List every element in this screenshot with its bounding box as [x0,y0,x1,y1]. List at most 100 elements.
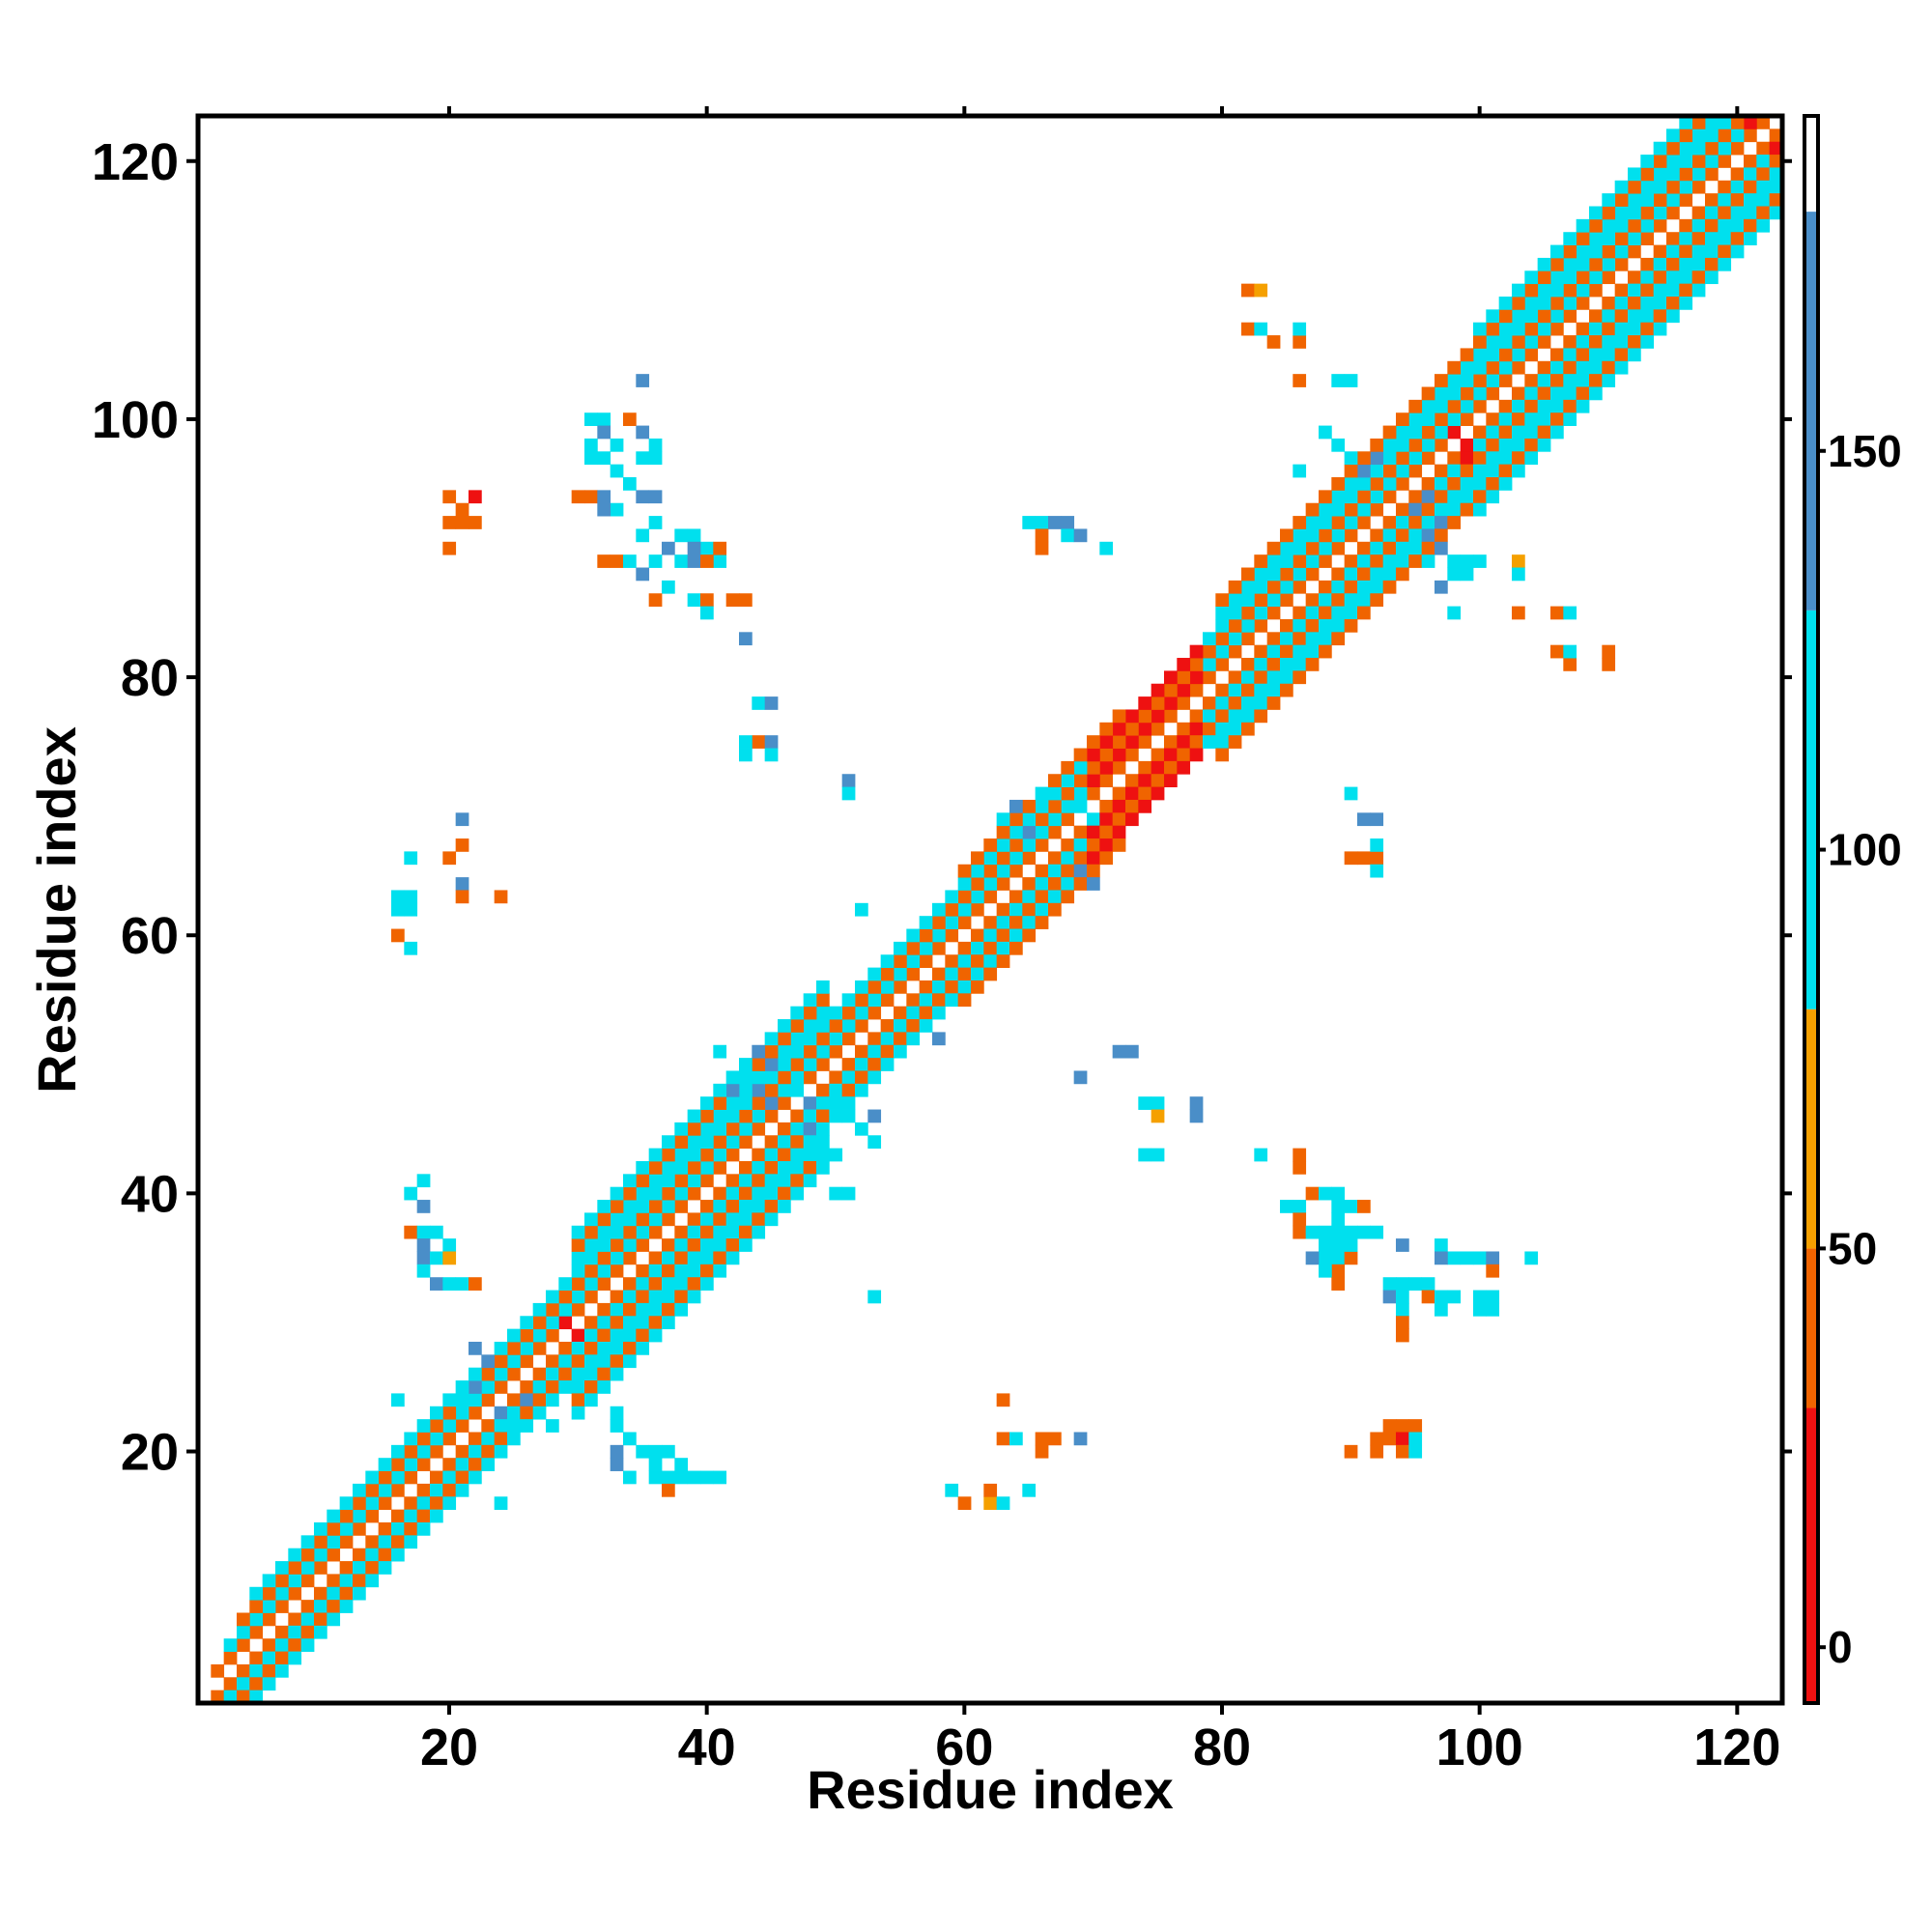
heatmap-cell [725,1096,740,1110]
heatmap-cell [1396,502,1409,517]
heatmap-cell [1035,528,1049,543]
heatmap-cell [1408,412,1423,426]
heatmap-cell [713,1083,727,1097]
heatmap-cell [1293,1160,1307,1175]
heatmap-cell [262,1586,276,1601]
heatmap-cell [1048,851,1062,866]
heatmap-cell [558,1277,573,1291]
heatmap-cell [816,1096,830,1110]
heatmap-cell [1460,502,1474,517]
heatmap-cell [455,1419,469,1433]
heatmap-cell [1576,322,1590,336]
heatmap-cell [816,1032,830,1046]
heatmap-cell [725,1135,740,1150]
heatmap-cell [1447,399,1462,413]
heatmap-cell [610,438,624,452]
heatmap-cell [584,451,598,466]
heatmap-cell [752,1083,766,1097]
heatmap-cell [700,1174,714,1188]
heatmap-cell [1563,348,1577,362]
heatmap-cell [687,1148,701,1162]
heatmap-cell [1628,167,1641,182]
heatmap-cell [237,1638,250,1652]
heatmap-cell [1319,490,1332,504]
heatmap-cell [1215,644,1230,659]
heatmap-cell [237,1677,250,1691]
heatmap-cell [816,1135,830,1150]
heatmap-cell [636,374,650,387]
heatmap-cell [1512,309,1525,324]
heatmap-cell [880,1044,895,1059]
heatmap-cell [648,1212,663,1227]
heatmap-cell [1447,1290,1462,1304]
heatmap-cell [249,1612,264,1627]
heatmap-cell [1319,425,1332,440]
heatmap-cell [1666,297,1680,310]
heatmap-cell [1344,1444,1358,1459]
heatmap-cell [841,1186,856,1201]
heatmap-cell [752,1160,766,1175]
heatmap-cell [597,1238,611,1252]
heatmap-cell [648,1302,663,1317]
heatmap-cell [494,1354,508,1369]
heatmap-cell [1357,1200,1371,1213]
heatmap-cell [1396,1290,1409,1304]
heatmap-cell [739,1186,753,1201]
heatmap-cell [1589,244,1603,259]
heatmap-cell [1705,141,1719,156]
heatmap-cell [957,916,972,929]
heatmap-cell [636,567,650,582]
heatmap-cell [1486,348,1500,362]
heatmap-cell [1589,283,1603,298]
heatmap-cell [1473,554,1487,568]
heatmap-cell [674,1174,689,1188]
heatmap-cell [841,1032,856,1046]
heatmap-cell [532,1367,547,1381]
heatmap-cell [1691,218,1706,233]
heatmap-cell [584,1380,598,1394]
heatmap-cell [778,1160,791,1175]
heatmap-cell [713,1225,727,1239]
heatmap-cell [391,902,405,917]
heatmap-cell [1628,283,1641,298]
heatmap-cell [1628,180,1641,194]
heatmap-cell [957,890,972,904]
heatmap-cell [262,1600,276,1613]
heatmap-cell [469,1444,482,1459]
heatmap-cell [1022,890,1037,904]
heatmap-cell [314,1625,327,1639]
heatmap-cell [623,1225,637,1239]
heatmap-cell [404,1458,418,1471]
heatmap-cell [1099,825,1114,839]
heatmap-cell [764,1186,779,1201]
heatmap-cell [1370,580,1384,594]
heatmap-cell [752,1058,766,1071]
heatmap-cell [1319,1251,1332,1265]
heatmap-cell [249,1663,264,1678]
heatmap-cell [1614,193,1629,207]
heatmap-cell [1614,232,1629,245]
heatmap-cell [1099,748,1114,762]
heatmap-cell [1061,838,1075,852]
x-tick-label: 80 [1193,1719,1251,1776]
heatmap-cell [546,1380,559,1394]
heatmap-cell [275,1625,289,1639]
heatmap-cell [855,980,868,994]
heatmap-cell [1550,360,1564,375]
heatmap-cell [1189,670,1204,685]
heatmap-cell [1653,167,1667,182]
heatmap-cell [919,980,933,994]
heatmap-cell [1744,232,1757,245]
heatmap-cell [996,902,1010,917]
heatmap-cell [584,1264,598,1278]
heatmap-cell [532,1302,547,1317]
heatmap-cell [1628,206,1641,220]
heatmap-cell [829,1083,843,1097]
heatmap-cell [764,1212,779,1227]
heatmap-cell [1550,270,1564,285]
heatmap-cell [1022,877,1037,891]
heatmap-cell [764,1096,779,1110]
heatmap-cell [288,1586,302,1601]
heatmap-cell [275,1638,289,1652]
heatmap-cell [932,902,946,917]
